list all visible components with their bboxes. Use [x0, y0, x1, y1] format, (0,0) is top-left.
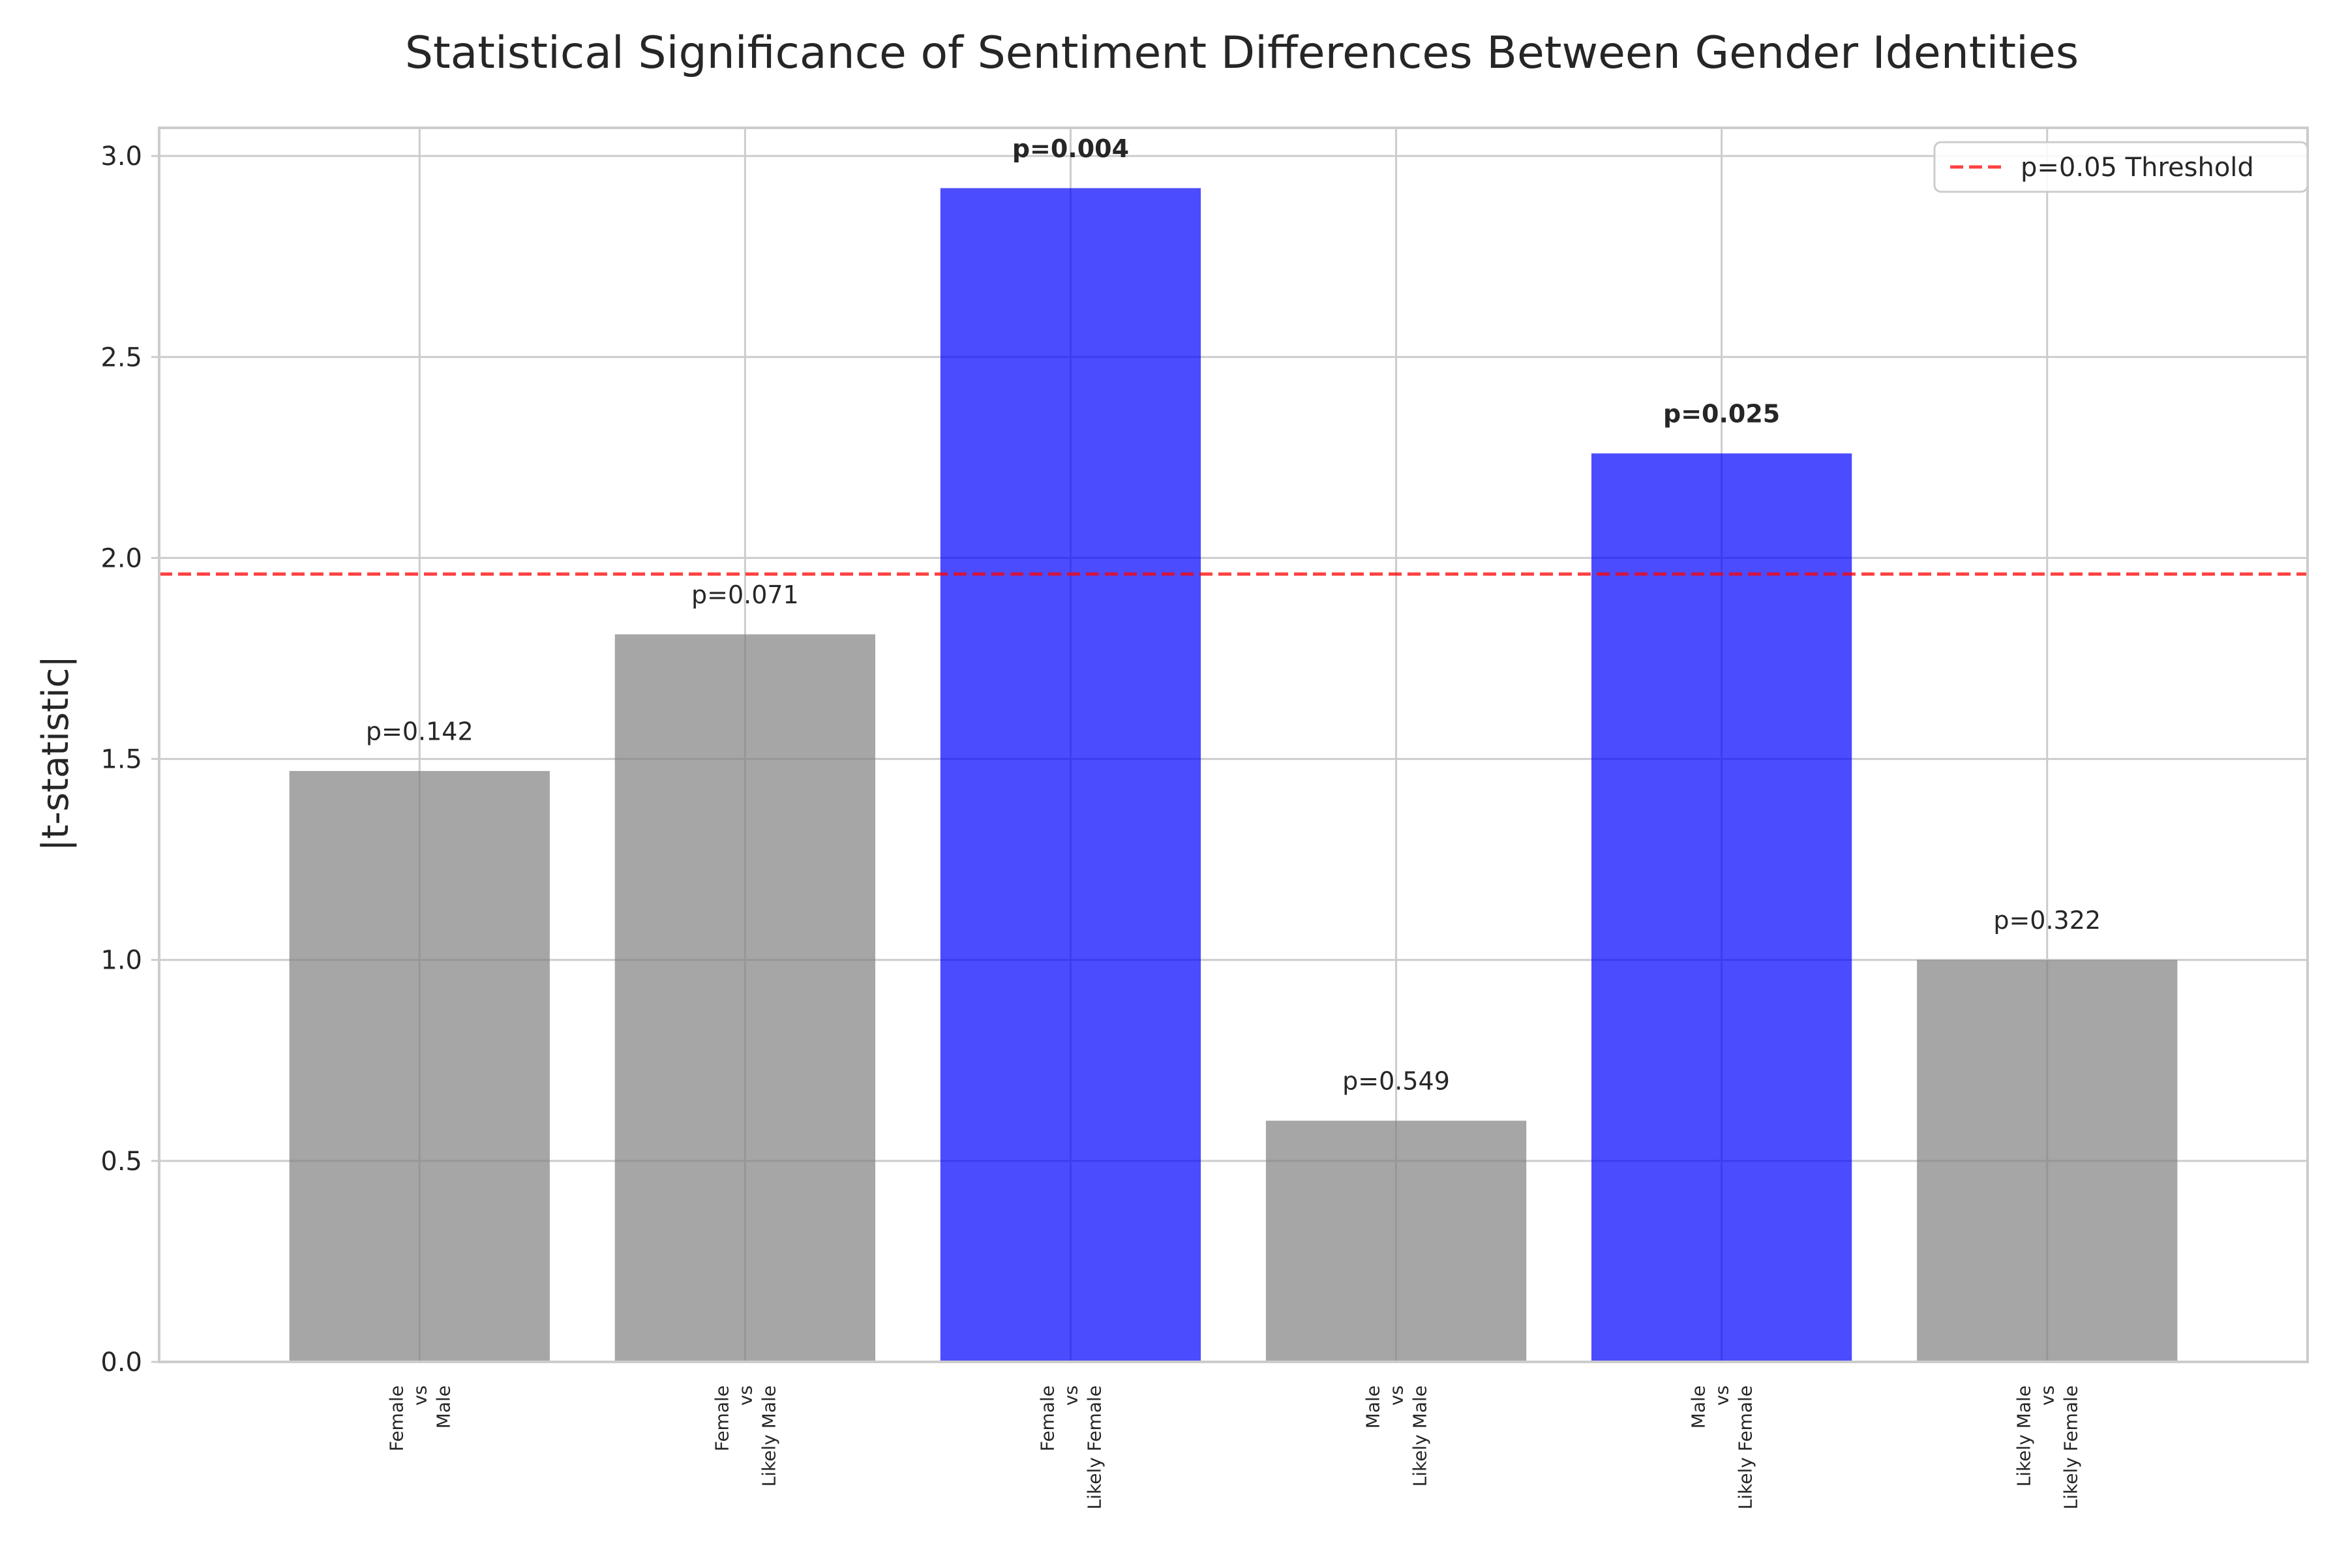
y-tick-label: 1.0: [100, 946, 142, 976]
x-tick-label-line: Likely Male: [2013, 1385, 2035, 1486]
x-tick-label-line: vs: [2037, 1385, 2058, 1406]
x-tick-label: Female vs Male: [385, 1385, 454, 1451]
legend-box: [1933, 141, 2309, 193]
x-tick-label-line: Male: [1362, 1385, 1384, 1428]
p-value-label: p=0.549: [1342, 1067, 1450, 1096]
p-value-label: p=0.004: [1012, 134, 1129, 163]
bar: [1917, 959, 2178, 1362]
x-tick-label-line: vs: [1386, 1385, 1407, 1406]
x-tick-label-line: Male: [1688, 1385, 1709, 1428]
p-value-label: p=0.142: [366, 717, 474, 746]
x-tick-label-line: Likely Female: [2060, 1385, 2082, 1509]
legend-label: p=0.05 Threshold: [2021, 153, 2254, 183]
x-tick-label-line: Female: [1036, 1385, 1058, 1451]
x-tick-label-line: Male: [432, 1385, 454, 1428]
x-tick-label-line: Likely Male: [758, 1385, 779, 1486]
x-tick-label-line: Likely Female: [1083, 1385, 1105, 1509]
x-tick-label-line: Female: [385, 1385, 407, 1451]
x-tick-label-line: vs: [1060, 1385, 1081, 1406]
x-tick-label-line: Likely Male: [1409, 1385, 1431, 1486]
p-value-label: p=0.322: [1993, 906, 2101, 935]
x-tick-label-line: Female: [711, 1385, 732, 1451]
bar: [1591, 453, 1852, 1363]
y-tick-label: 3.0: [100, 142, 142, 172]
plot-area: 0.0 0.5 1.0 1.5 2.0 2.5 3.0 p=0.142 p=0.071 p=0.0…: [100, 127, 2309, 1509]
p-value-label: p=0.025: [1663, 400, 1780, 429]
x-tick-label: Male vs Likely Female: [1688, 1385, 1756, 1509]
x-tick-label: Female vs Likely Male: [711, 1385, 779, 1486]
chart-title: Statistical Significance of Sentiment Di…: [405, 27, 2079, 79]
y-tick-label: 1.5: [100, 745, 142, 775]
x-tick-label-line: vs: [409, 1385, 430, 1406]
x-tick-label-line: vs: [734, 1385, 756, 1406]
p-value-label: p=0.071: [691, 580, 799, 609]
x-tick-label: Female vs Likely Female: [1036, 1385, 1105, 1509]
plot-frame: [158, 127, 2309, 1363]
x-tick-label: Likely Male vs Likely Female: [2013, 1385, 2082, 1509]
bar: [940, 188, 1201, 1362]
x-tick-label-line: Likely Female: [1735, 1385, 1756, 1509]
y-tick-label: 0.0: [100, 1348, 142, 1378]
y-tick-label: 0.5: [100, 1147, 142, 1177]
y-axis-label: |t-statistic|: [35, 656, 77, 851]
y-tick-label: 2.5: [100, 342, 142, 372]
bar: [614, 634, 875, 1362]
x-tick-label-line: vs: [1711, 1385, 1733, 1406]
bar: [289, 771, 550, 1362]
bar: [1265, 1121, 1527, 1362]
y-tick-label: 2.0: [100, 543, 142, 573]
x-tick-label: Male vs Likely Male: [1362, 1385, 1431, 1486]
